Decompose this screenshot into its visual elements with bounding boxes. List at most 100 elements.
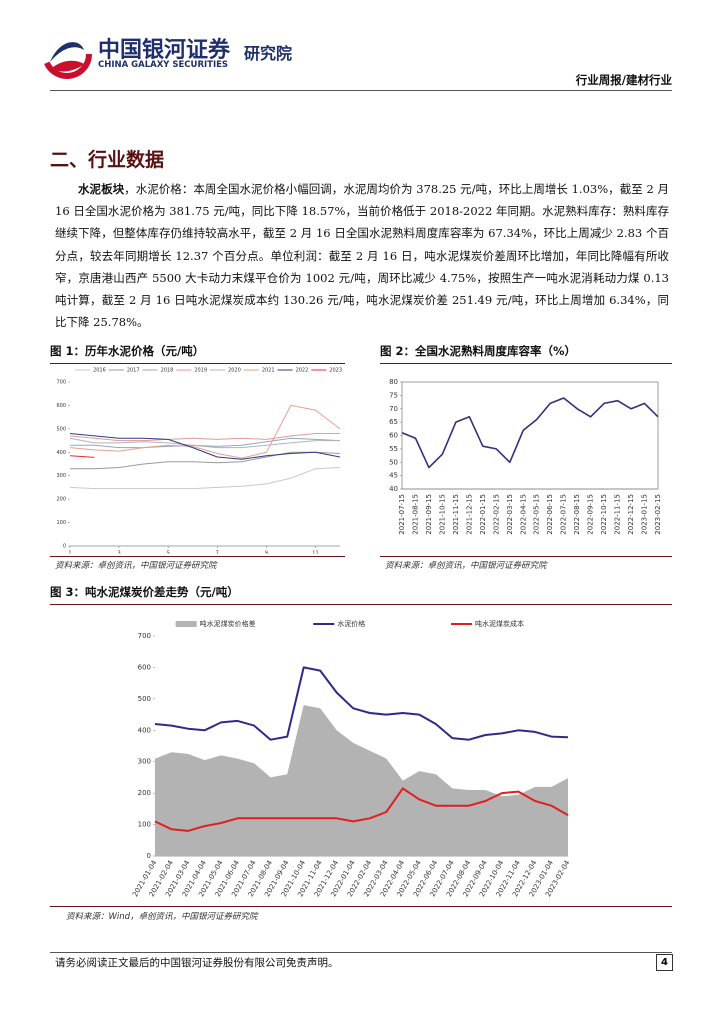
line xyxy=(154,666,569,741)
legend-label: 2016 xyxy=(93,368,106,374)
y-tick-label: 700 xyxy=(56,380,66,386)
y-tick-label: 100 xyxy=(56,520,66,526)
line xyxy=(69,455,95,458)
paragraph-text: ，水泥价格：本周全国水泥价格小幅回调，水泥周均价为 378.25 元/吨，环比上… xyxy=(55,182,669,330)
x-tick-label: 2021-12-15 xyxy=(465,494,473,535)
y-tick-label: 600 xyxy=(138,663,151,671)
source: 资料来源：卓创资讯，中国银河证券研究院 xyxy=(385,561,547,571)
x-tick-label: 2021-10-15 xyxy=(438,494,446,535)
y-tick-label: 80 xyxy=(389,378,398,386)
x-tick-label: 2021-07-15 xyxy=(398,494,406,535)
y-tick-label: 300 xyxy=(56,473,66,479)
legend-label: 水泥价格 xyxy=(337,619,365,628)
x-tick-label: 2023-02-15 xyxy=(654,494,662,535)
y-tick-label: 400 xyxy=(56,450,66,456)
company: 中国银河证券 xyxy=(98,38,231,63)
y-tick-label: 200 xyxy=(56,497,66,503)
source: 资料来源：Wind，卓创资讯，中国银河证券研究院 xyxy=(66,912,258,922)
chart: 01002003004005006007002021-01-042021-02-… xyxy=(131,619,572,898)
y-tick-label: 300 xyxy=(138,758,151,766)
disclaimer: 请务必阅读正文最后的中国银河证券股份有限公司免责声明。 xyxy=(55,957,339,969)
figure-title: 图 1：历年水泥价格（元/吨） xyxy=(50,343,345,364)
x-tick-label: 2022-09-15 xyxy=(587,494,595,535)
footer-rule xyxy=(50,952,672,953)
legend-label: 2023 xyxy=(329,368,342,374)
figure-title: 图 2：全国水泥熟料周度库容率（%） xyxy=(380,343,672,364)
line xyxy=(69,404,341,459)
x-tick-label: 3 xyxy=(117,551,120,555)
section-title: 二、行业数据 xyxy=(50,149,165,171)
x-tick-label: 2022-06-15 xyxy=(546,494,554,535)
y-tick-label: 0 xyxy=(63,544,66,550)
x-tick-label: 7 xyxy=(216,551,219,555)
y-tick-label: 45 xyxy=(389,472,398,480)
line xyxy=(69,433,340,442)
page-number: 4 xyxy=(656,954,673,971)
legend-label: 2019 xyxy=(194,368,207,374)
x-tick-label: 2021-11-15 xyxy=(452,494,460,535)
x-tick-label: 2022-10-15 xyxy=(600,494,608,535)
legend-label: 吨水泥煤炭成本 xyxy=(475,619,524,628)
x-tick-label: 2022-12-15 xyxy=(627,494,635,535)
area xyxy=(155,705,568,856)
y-tick-label: 600 xyxy=(56,403,66,409)
x-tick-label: 2021-09-15 xyxy=(425,494,433,535)
line xyxy=(69,433,341,460)
chart: 40 45 50 55 60 65 70 75 80 2021-07-15 2021-08-15 20… xyxy=(389,378,662,535)
paragraph: 水泥板块，水泥价格：本周全国水泥价格小幅回调，水泥周均价为 378.25 元/吨… xyxy=(55,178,669,333)
x-tick-label: 2022-07-15 xyxy=(560,494,568,535)
header-rule xyxy=(50,90,672,91)
x-tick-label: 2023-01-15 xyxy=(641,494,649,535)
legend-label: 吨水泥煤炭价格差 xyxy=(200,619,256,628)
y-tick-label: 55 xyxy=(389,445,398,453)
line xyxy=(69,437,340,449)
y-tick-label: 0 xyxy=(147,852,151,860)
rule xyxy=(50,556,345,557)
x-tick-label: 2022-02-15 xyxy=(492,494,500,535)
figure-title: 图 3：吨水泥煤炭价差走势（元/吨） xyxy=(50,584,672,605)
y-tick-label: 50 xyxy=(389,458,398,466)
legend-label: 2021 xyxy=(262,368,275,374)
line xyxy=(70,451,341,470)
plot-frame xyxy=(401,381,659,490)
chart: 0 100 200 300 400 500 600 700 1 3 5 7 9 11 2016 2017 201… xyxy=(56,368,342,555)
x-tick-label: 5 xyxy=(167,551,170,555)
x-tick-label: 2022-11-15 xyxy=(614,494,622,535)
logo xyxy=(42,29,92,79)
legend-label: 2020 xyxy=(228,368,241,374)
y-tick-label: 65 xyxy=(389,418,398,426)
paragraph-lead: 水泥板块 xyxy=(78,182,125,196)
rule xyxy=(50,906,672,907)
legend-label: 2017 xyxy=(127,368,140,374)
rule xyxy=(380,556,672,557)
legend-label: 2018 xyxy=(161,368,174,374)
line xyxy=(401,397,659,469)
x-tick-label: 1 xyxy=(68,551,71,555)
y-tick-label: 500 xyxy=(56,426,66,432)
x-tick-label: 2022-05-15 xyxy=(533,494,541,535)
line xyxy=(70,437,341,449)
legend-swatch xyxy=(175,621,197,627)
source: 资料来源：卓创资讯，中国银河证券研究院 xyxy=(55,561,217,571)
line xyxy=(69,467,341,490)
x-tick-label: 11 xyxy=(312,551,318,555)
y-tick-label: 200 xyxy=(138,789,151,797)
legend-label: 2022 xyxy=(296,368,309,374)
y-tick-label: 500 xyxy=(138,695,151,703)
x-tick-label: 2021-08-15 xyxy=(411,494,419,535)
y-tick-label: 400 xyxy=(138,726,151,734)
x-tick-label: 2022-01-15 xyxy=(479,494,487,535)
y-tick-label: 60 xyxy=(389,432,398,440)
company-en: CHINA GALAXY SECURITIES xyxy=(98,60,229,70)
y-tick-label: 100 xyxy=(138,821,151,829)
y-tick-label: 75 xyxy=(389,391,398,399)
x-tick-label: 2022-04-15 xyxy=(519,494,527,535)
x-tick-label: 9 xyxy=(265,551,268,555)
y-tick-label: 700 xyxy=(138,632,151,640)
institute: 研究院 xyxy=(244,44,293,63)
line xyxy=(154,787,569,832)
report-type: 行业周报/建材行业 xyxy=(575,73,672,87)
x-tick-label: 2022-03-15 xyxy=(506,494,514,535)
x-tick-label: 2022-08-15 xyxy=(573,494,581,535)
